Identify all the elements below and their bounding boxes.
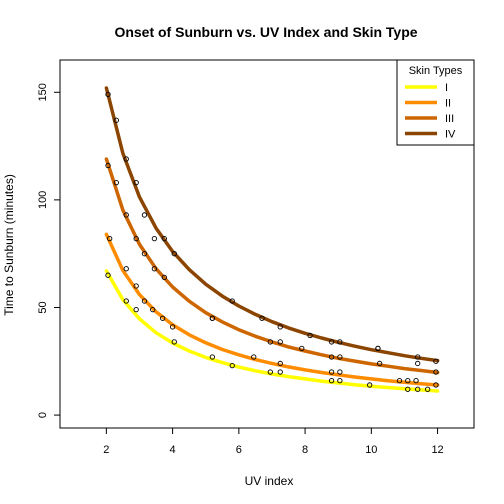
x-tick-label: 8 [302, 444, 308, 456]
x-tick-label: 2 [103, 444, 109, 456]
x-tick-label: 10 [365, 444, 377, 456]
series-line-IV [104, 86, 440, 363]
data-point-IV [151, 235, 158, 242]
data-point-IV [375, 345, 381, 352]
y-tick-label: 50 [37, 301, 49, 313]
data-point-I [328, 378, 335, 384]
data-point-IV [328, 339, 335, 345]
data-point-IV [259, 315, 265, 321]
data-point-II [396, 378, 403, 384]
data-point-II [123, 266, 129, 272]
data-point-III [141, 251, 148, 257]
data-point-II [141, 298, 148, 304]
y-tick-label: 100 [37, 191, 49, 209]
data-point-IV [415, 354, 421, 360]
data-point-III [415, 360, 421, 367]
data-point-II [133, 283, 139, 289]
legend-label-I: I [445, 82, 448, 94]
data-point-II [413, 378, 419, 384]
data-point-I [229, 362, 235, 369]
plot-frame [59, 59, 475, 429]
data-point-I [367, 382, 373, 388]
data-point-III [113, 180, 119, 186]
x-tick-label: 6 [236, 444, 242, 456]
data-point-IV [229, 298, 235, 304]
data-point-IV [133, 180, 139, 186]
series-line-III [104, 157, 440, 375]
data-point-II [277, 360, 283, 367]
data-point-III [161, 274, 167, 281]
data-point-II [405, 378, 411, 384]
y-tick-label: 0 [37, 412, 49, 418]
data-point-III [105, 162, 111, 169]
data-point-IV [113, 117, 119, 123]
data-point-I [209, 354, 216, 360]
data-point-III [299, 345, 305, 352]
data-point-IV [141, 212, 148, 218]
data-point-I [405, 386, 411, 392]
data-point-II [337, 369, 343, 375]
data-point-III [328, 354, 335, 360]
data-point-III [209, 315, 216, 321]
data-point-II [328, 369, 335, 375]
data-point-II [160, 315, 166, 321]
data-point-III [277, 339, 283, 345]
data-point-II [433, 382, 439, 388]
x-tick-label: 4 [170, 444, 176, 456]
data-point-IV [161, 235, 167, 242]
data-point-I [133, 306, 139, 313]
x-axis-label: UV index [245, 474, 294, 488]
data-point-I [337, 378, 343, 384]
legend-label-II: II [445, 98, 451, 110]
data-point-IV [123, 156, 129, 162]
y-axis-label: Time to Sunburn (minutes) [2, 174, 16, 316]
data-point-I [123, 298, 129, 304]
data-point-IV [433, 358, 439, 364]
data-point-II [169, 324, 176, 330]
data-point-IV [171, 251, 177, 257]
data-point-I [171, 339, 177, 345]
data-point-II [376, 360, 383, 367]
data-point-II [251, 354, 257, 360]
y-tick-label: 150 [37, 83, 49, 101]
x-tick-label: 12 [431, 444, 443, 456]
data-point-III [337, 354, 343, 360]
data-point-III [133, 235, 139, 242]
data-point-III [123, 212, 129, 218]
data-point-IV [277, 324, 283, 330]
legend-label-IV: IV [445, 129, 456, 141]
data-point-IV [337, 339, 343, 345]
data-point-IV [307, 332, 313, 339]
legend-title: Skin Types [409, 65, 463, 77]
legend-label-III: III [445, 113, 454, 125]
data-point-I [267, 369, 273, 375]
data-point-II [150, 306, 156, 313]
data-point-III [267, 339, 273, 345]
data-point-III [433, 369, 439, 375]
chart-title: Onset of Sunburn vs. UV Index and Skin T… [114, 24, 417, 40]
data-point-I [424, 386, 431, 392]
data-point-I [105, 272, 111, 278]
data-point-IV [105, 91, 111, 98]
data-point-I [277, 369, 283, 375]
data-point-I [415, 386, 421, 392]
data-point-II [107, 235, 113, 242]
data-point-III [151, 266, 158, 272]
